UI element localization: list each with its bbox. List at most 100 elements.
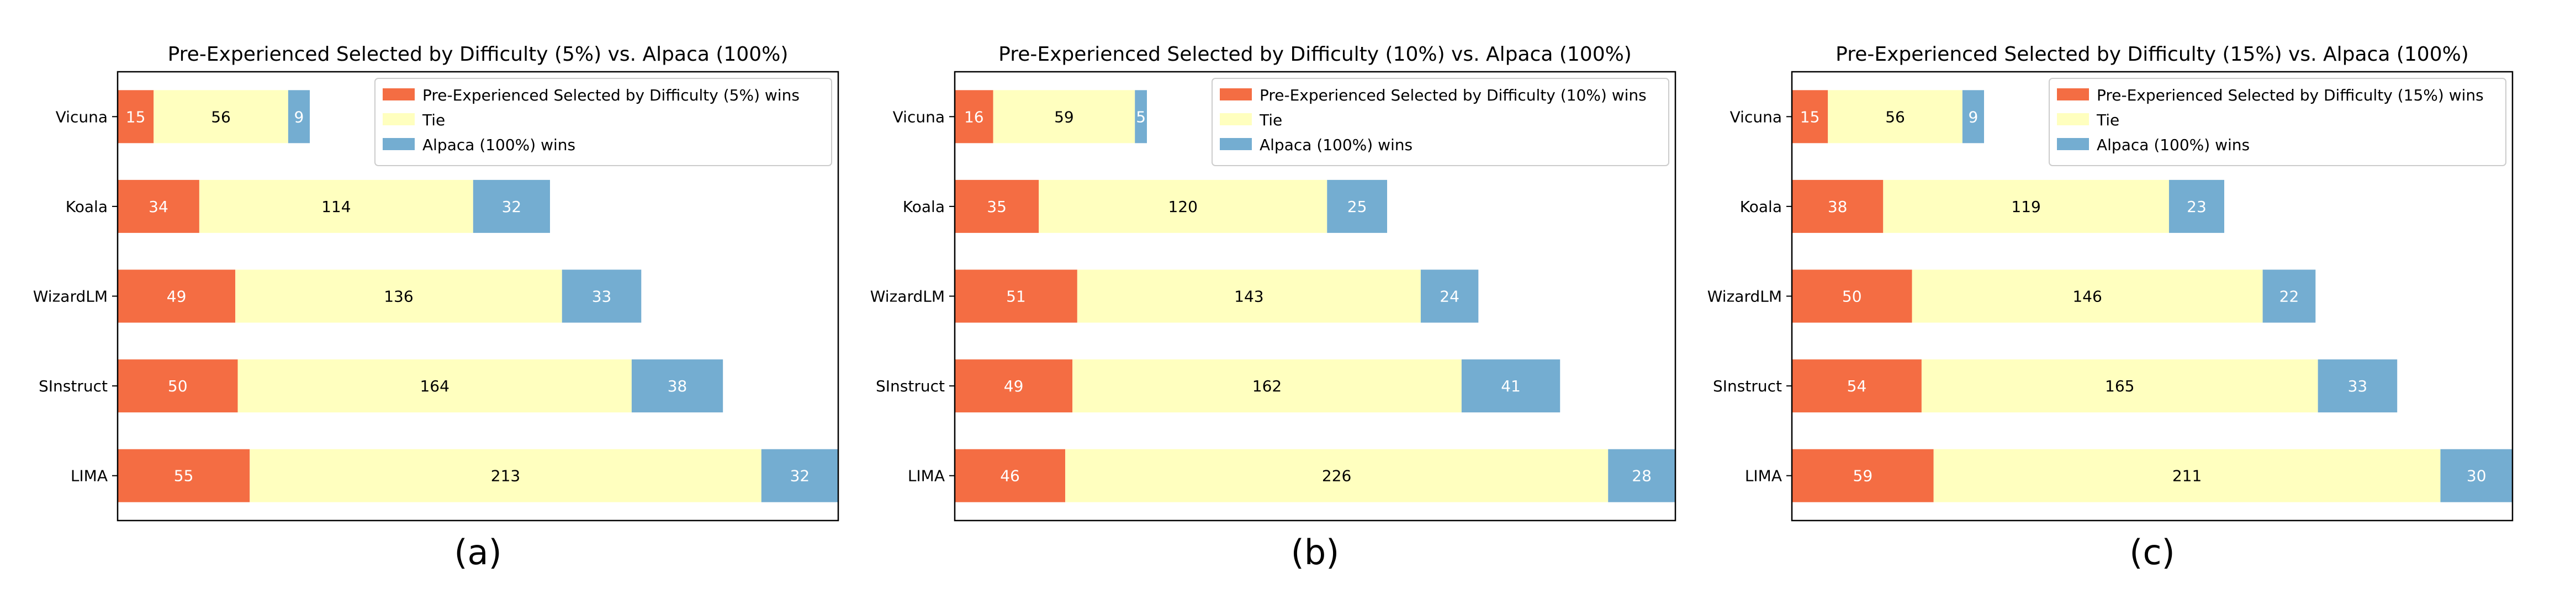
bar-value-label: 55: [174, 467, 194, 485]
bar-segment: [118, 359, 238, 413]
bar-segment: [1792, 179, 1884, 233]
legend: Pre-Experienced Selected by Difficulty (…: [374, 78, 832, 166]
legend-swatch: [2057, 113, 2089, 125]
category-label: Koala: [1740, 198, 1782, 216]
bar-value-label: 120: [1168, 198, 1198, 216]
legend-entry: Alpaca (100%) wins: [1260, 136, 1413, 154]
category-label: Vicuna: [56, 108, 108, 126]
legend-swatch: [1220, 88, 1252, 100]
bar-value-label: 46: [1000, 467, 1020, 485]
category-label: WizardLM: [1707, 288, 1782, 306]
bar-value-label: 119: [2011, 198, 2040, 216]
bar-segment: [993, 90, 1135, 144]
legend-entry: Pre-Experienced Selected by Difficulty (…: [1260, 86, 1647, 104]
bar-value-label: 51: [1006, 288, 1026, 306]
bar-segment: [2318, 359, 2398, 413]
bar-value-label: 16: [964, 108, 984, 126]
bar-value-label: 25: [1347, 198, 1367, 216]
bar-segment: [955, 269, 1077, 323]
legend-box: [374, 78, 832, 166]
bar-value-label: 34: [149, 198, 168, 216]
bar-segment: [1828, 90, 1963, 144]
bar-value-label: 38: [1828, 198, 1848, 216]
bar-segment: [1072, 359, 1462, 413]
bar-value-label: 32: [790, 467, 810, 485]
bar-value-label: 38: [668, 377, 687, 395]
bar-segment: [761, 449, 838, 502]
bar-value-label: 49: [167, 288, 187, 306]
plot-frame: [117, 71, 839, 522]
category-label: LIMA: [908, 467, 945, 485]
bar-segment: [1420, 269, 1479, 323]
legend-entry: Pre-Experienced Selected by Difficulty (…: [422, 86, 800, 104]
category-label: WizardLM: [33, 288, 108, 306]
category-label: SInstruct: [39, 377, 108, 395]
bar-value-label: 146: [2072, 288, 2102, 306]
bar-value-label: 9: [1969, 108, 1979, 126]
bar-segment: [562, 269, 642, 323]
bar-value-label: 15: [1800, 108, 1820, 126]
bar-value-label: 136: [384, 288, 413, 306]
bar-segment: [631, 359, 723, 413]
legend-swatch: [383, 138, 415, 150]
panel-label: (c): [2129, 532, 2175, 572]
bar-value-label: 23: [2187, 198, 2207, 216]
bar-segment: [955, 90, 993, 144]
bar-segment: [955, 359, 1073, 413]
legend-swatch: [383, 113, 415, 125]
bar-value-label: 56: [211, 108, 231, 126]
bar-value-label: 41: [1501, 377, 1521, 395]
bar-segment: [2168, 179, 2224, 233]
bar-value-label: 59: [1853, 467, 1873, 485]
bar-segment: [250, 449, 761, 502]
bar-segment: [955, 179, 1039, 233]
category-label: Vicuna: [893, 108, 945, 126]
bar-segment: [118, 269, 236, 323]
bar-segment: [154, 90, 288, 144]
category-label: Koala: [903, 198, 945, 216]
bar-segment: [118, 179, 199, 233]
bar-value-label: 9: [294, 108, 304, 126]
bar-value-label: 35: [987, 198, 1007, 216]
bar-value-label: 30: [2467, 467, 2487, 485]
category-label: SInstruct: [876, 377, 945, 395]
bar-value-label: 54: [1847, 377, 1867, 395]
bar-value-label: 15: [126, 108, 146, 126]
category-label: Koala: [66, 198, 108, 216]
bar-value-label: 143: [1234, 288, 1263, 306]
bar-segment: [2440, 449, 2512, 502]
legend-entry: Pre-Experienced Selected by Difficulty (…: [2097, 86, 2484, 104]
category-label: SInstruct: [1713, 377, 1782, 395]
category-label: WizardLM: [870, 288, 945, 306]
bar-segment: [473, 179, 550, 233]
bar-segment: [118, 90, 154, 144]
category-label: LIMA: [1745, 467, 1782, 485]
bar-value-label: 32: [502, 198, 522, 216]
legend-entry: Tie: [1259, 111, 1282, 129]
legend-swatch: [1220, 113, 1252, 125]
bar-value-label: 211: [2172, 467, 2202, 485]
chart-panel-1: Pre-Experienced Selected by Difficulty (…: [33, 43, 839, 572]
bar-segment: [1962, 90, 1984, 144]
bar-value-label: 164: [420, 377, 449, 395]
legend-entry: Tie: [2096, 111, 2119, 129]
bar-value-label: 165: [2105, 377, 2134, 395]
bar-segment: [1792, 359, 1922, 413]
bar-value-label: 59: [1054, 108, 1074, 126]
bar-segment: [1792, 269, 1912, 323]
bar-value-label: 22: [2279, 288, 2299, 306]
bar-segment: [237, 359, 632, 413]
bar-segment: [288, 90, 310, 144]
chart-title: Pre-Experienced Selected by Difficulty (…: [998, 43, 1632, 66]
category-label: Vicuna: [1730, 108, 1782, 126]
bar-segment: [1327, 179, 1387, 233]
bar-segment: [235, 269, 562, 323]
bar-segment: [199, 179, 473, 233]
legend-entry: Alpaca (100%) wins: [2097, 136, 2250, 154]
panel-label: (a): [454, 532, 501, 572]
legend-box: [2049, 78, 2506, 166]
bar-segment: [1883, 179, 2169, 233]
bar-value-label: 50: [1842, 288, 1862, 306]
bar-segment: [1608, 449, 1675, 502]
